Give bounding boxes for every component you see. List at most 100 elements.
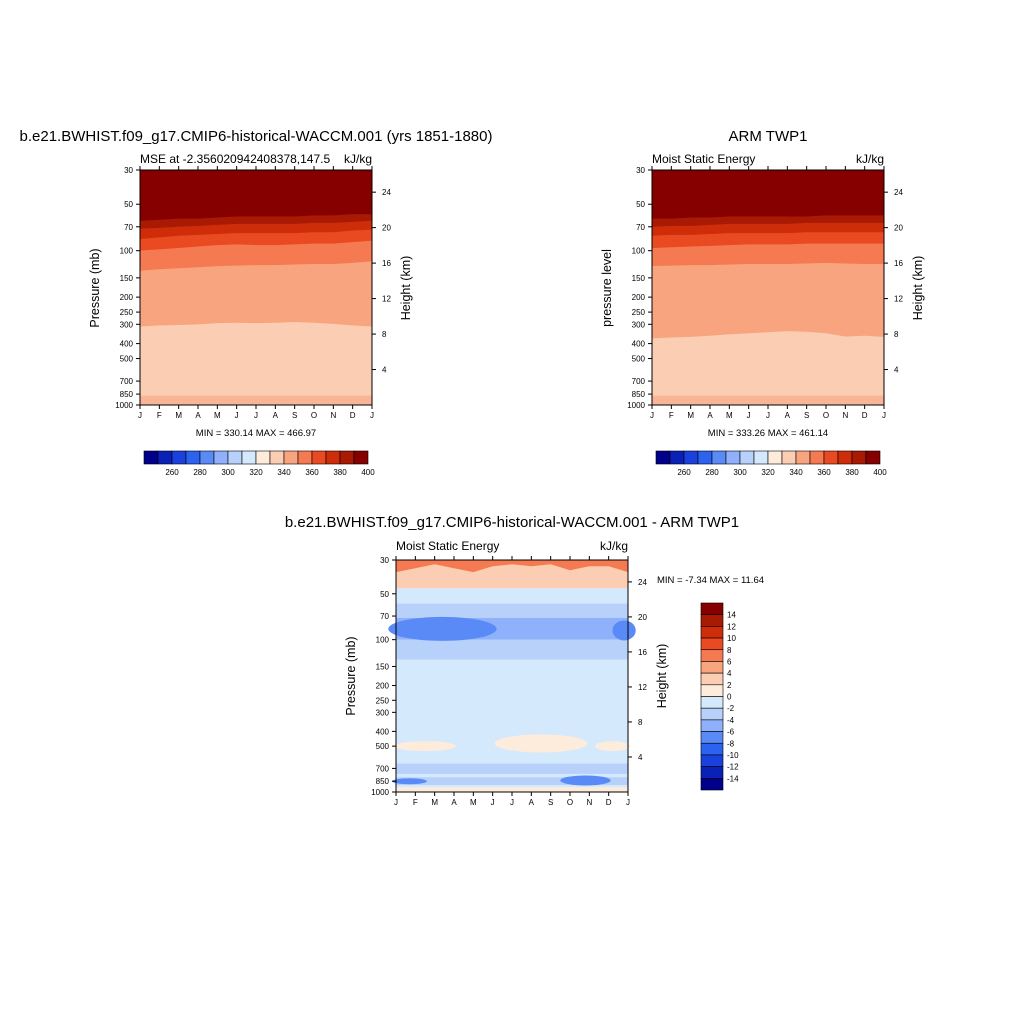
diff-fill-cold-blob: [388, 616, 497, 641]
colorbar-swatch: [700, 672, 724, 686]
x-tick-label: J: [626, 798, 630, 807]
colorbar-label: -10: [727, 751, 739, 760]
obs-colorbar: 260 280 300 320 340 360 380 400: [655, 450, 887, 477]
colorbar-swatch: [241, 450, 257, 465]
y-tick-label: 700: [376, 764, 390, 773]
colorbar-label: -2: [727, 704, 735, 713]
colorbar-label: 320: [761, 468, 775, 477]
colorbar-label: 360: [305, 468, 319, 477]
colorbar-swatch: [339, 450, 355, 465]
y-tick-label: 500: [632, 355, 646, 364]
colorbar-swatch: [683, 450, 699, 465]
diff-fill-warm-lens: [595, 741, 630, 752]
y-tick-label: 200: [632, 293, 646, 302]
y-tick-label: 70: [380, 612, 389, 621]
colorbar-label: 10: [727, 634, 736, 643]
colorbar-label: 260: [165, 468, 179, 477]
colorbar-label: -6: [727, 728, 735, 737]
y-tick-label: 300: [376, 708, 390, 717]
y-right-tick-label: 16: [638, 648, 647, 657]
y-tick-label: 1000: [115, 401, 133, 410]
colorbar-swatch: [700, 742, 724, 756]
diff-fill-surface: [396, 787, 628, 792]
colorbar-label: 12: [727, 622, 736, 631]
y-tick-label: 100: [120, 247, 134, 256]
colorbar-swatch: [739, 450, 755, 465]
x-tick-label: D: [606, 798, 612, 807]
y-right-tick-label: 4: [638, 753, 643, 762]
colorbar-swatch: [753, 450, 769, 465]
y-tick-label: 400: [376, 727, 390, 736]
colorbar-swatch: [213, 450, 229, 465]
colorbar-swatch: [809, 450, 825, 465]
colorbar-swatch: [297, 450, 313, 465]
y-tick-label: 30: [636, 166, 645, 175]
x-tick-label: M: [470, 798, 477, 807]
colorbar-swatch: [255, 450, 271, 465]
colorbar-label: 380: [333, 468, 347, 477]
model-minmax: MIN = 330.14 MAX = 466.97: [196, 428, 316, 439]
x-tick-label: N: [842, 411, 848, 420]
y-tick-label: 150: [632, 274, 646, 283]
y-tick-label: 50: [636, 200, 645, 209]
colorbar-label: 360: [817, 468, 831, 477]
diff-colorbar: 14 12 10 8 6 4 2 0 -2 -4 -6 -8 -10 -12 -14: [700, 602, 739, 791]
colorbar-swatch: [700, 614, 724, 627]
x-tick-label: A: [451, 798, 457, 807]
colorbar-label: 400: [873, 468, 887, 477]
x-tick-label: J: [650, 411, 654, 420]
y-tick-label: 200: [376, 682, 390, 691]
colorbar-swatch: [669, 450, 685, 465]
model-plot: J F M A M J J A S O N D J 30 50 70 100 150 200 250 300 400 500…: [115, 166, 391, 420]
colorbar-swatch: [171, 450, 187, 465]
colorbar-label: 14: [727, 611, 736, 620]
contour-fill-max: [140, 170, 372, 209]
y-tick-label: 30: [124, 166, 133, 175]
diff-fill-cold-patch: [392, 778, 427, 785]
y-tick-label: 1000: [627, 401, 645, 410]
model-colorbar: 260 280 300 320 340 360 380 400: [143, 450, 375, 477]
diff-fill-warm-lens: [394, 741, 456, 752]
diff-panel-subtitle: Moist Static Energy: [396, 539, 499, 553]
y-right-tick-label: 12: [638, 683, 647, 692]
colorbar-label: -14: [727, 774, 739, 783]
colorbar-label: -8: [727, 739, 735, 748]
colorbar-swatch: [725, 450, 741, 465]
y-tick-label: 300: [632, 320, 646, 329]
colorbar-swatch: [700, 778, 724, 791]
model-panel-units: kJ/kg: [344, 152, 372, 166]
obs-ylabel: pressure level: [600, 249, 614, 327]
x-tick-label: M: [214, 411, 221, 420]
colorbar-swatch: [700, 731, 724, 744]
diff-fill-band: [396, 763, 628, 774]
y-right-tick-label: 8: [382, 330, 387, 339]
diff-minmax: MIN = -7.34 MAX = 11.64: [657, 575, 764, 586]
x-tick-label: M: [687, 411, 694, 420]
y-tick-label: 150: [120, 274, 134, 283]
colorbar-label: 340: [277, 468, 291, 477]
colorbar-swatch: [837, 450, 853, 465]
colorbar-swatch: [781, 450, 797, 465]
obs-panel-subtitle: Moist Static Energy: [652, 152, 755, 166]
colorbar-label: 260: [677, 468, 691, 477]
y-tick-label: 200: [120, 293, 134, 302]
y-tick-label: 250: [376, 696, 390, 705]
colorbar-label: -4: [727, 716, 735, 725]
y-right-tick-label: 4: [894, 366, 899, 375]
x-tick-label: J: [766, 411, 770, 420]
colorbar-swatch: [700, 719, 724, 732]
contour-fill-surface: [140, 395, 372, 405]
y-right-tick-label: 12: [894, 295, 903, 304]
contour-fill-surface: [652, 395, 884, 405]
colorbar-label: 300: [733, 468, 747, 477]
diff-panel-title: b.e21.BWHIST.f09_g17.CMIP6-historical-WA…: [285, 514, 739, 531]
obs-minmax: MIN = 333.26 MAX = 461.14: [708, 428, 828, 439]
colorbar-swatch: [700, 754, 724, 767]
diff-fill-band: [396, 603, 628, 618]
y-right-tick-label: 16: [382, 259, 391, 268]
obs-panel-units: kJ/kg: [856, 152, 884, 166]
colorbar-swatch: [700, 602, 724, 615]
x-tick-label: F: [669, 411, 674, 420]
x-tick-label: N: [330, 411, 336, 420]
